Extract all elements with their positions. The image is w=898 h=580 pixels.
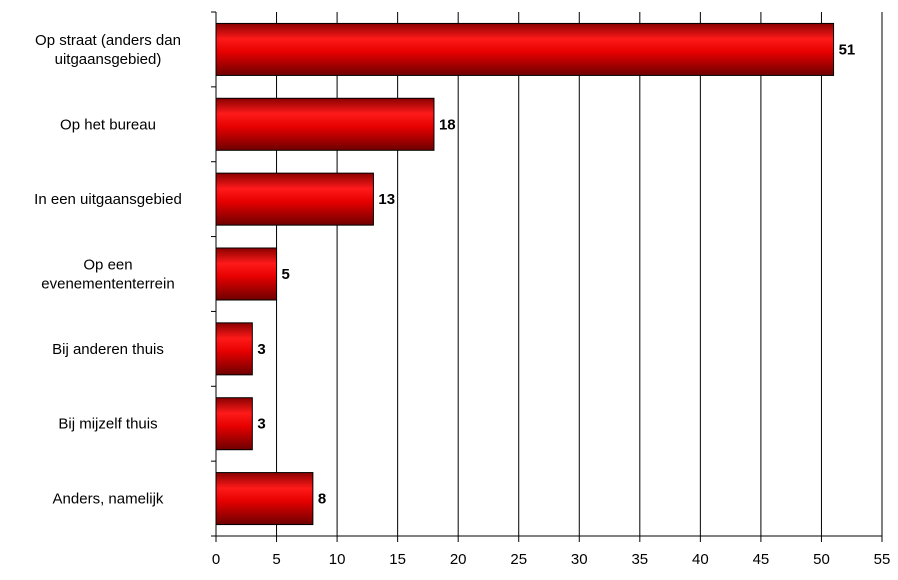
x-tick-label: 0 [212, 551, 220, 568]
x-tick-label: 20 [450, 551, 467, 568]
x-tick-label: 40 [692, 551, 709, 568]
bar [215, 247, 278, 301]
bar [215, 22, 835, 76]
axes [211, 11, 883, 542]
x-tick-label: 35 [631, 551, 648, 568]
category-label: Op het bureau [60, 116, 156, 133]
bar [215, 322, 253, 376]
category-label: Op straat (anders dan uitgaansgebied) [35, 32, 181, 68]
data-label: 3 [257, 341, 265, 358]
category-label: Op een evenemententerrein [41, 257, 174, 293]
bars [215, 22, 835, 526]
data-label: 3 [257, 416, 265, 433]
x-tick-label: 45 [753, 551, 770, 568]
data-label: 13 [378, 191, 395, 208]
data-label: 51 [839, 41, 856, 58]
data-label: 18 [439, 116, 456, 133]
bar [215, 97, 435, 151]
x-tick-label: 15 [389, 551, 406, 568]
grid-lines [276, 12, 883, 536]
category-label: In een uitgaansgebied [34, 191, 182, 208]
data-label: 5 [282, 266, 290, 283]
data-label: 8 [318, 491, 326, 508]
bar [215, 397, 253, 451]
x-tick-label: 55 [874, 551, 891, 568]
category-label: Bij anderen thuis [52, 341, 164, 358]
category-labels: Op straat (anders dan uitgaansgebied) Op h… [34, 32, 182, 508]
x-tick-labels: 0 5 10 15 20 25 30 35 40 45 50 55 [212, 551, 891, 568]
x-tick-label: 30 [571, 551, 588, 568]
bar [215, 472, 314, 526]
x-tick-label: 50 [813, 551, 830, 568]
category-label: Bij mijzelf thuis [58, 416, 157, 433]
x-tick-label: 25 [510, 551, 527, 568]
x-tick-label: 10 [329, 551, 346, 568]
bar [215, 172, 374, 226]
data-labels: 51 18 13 5 3 3 8 [257, 41, 855, 507]
x-tick-label: 5 [272, 551, 280, 568]
category-label: Anders, namelijk [53, 491, 164, 508]
